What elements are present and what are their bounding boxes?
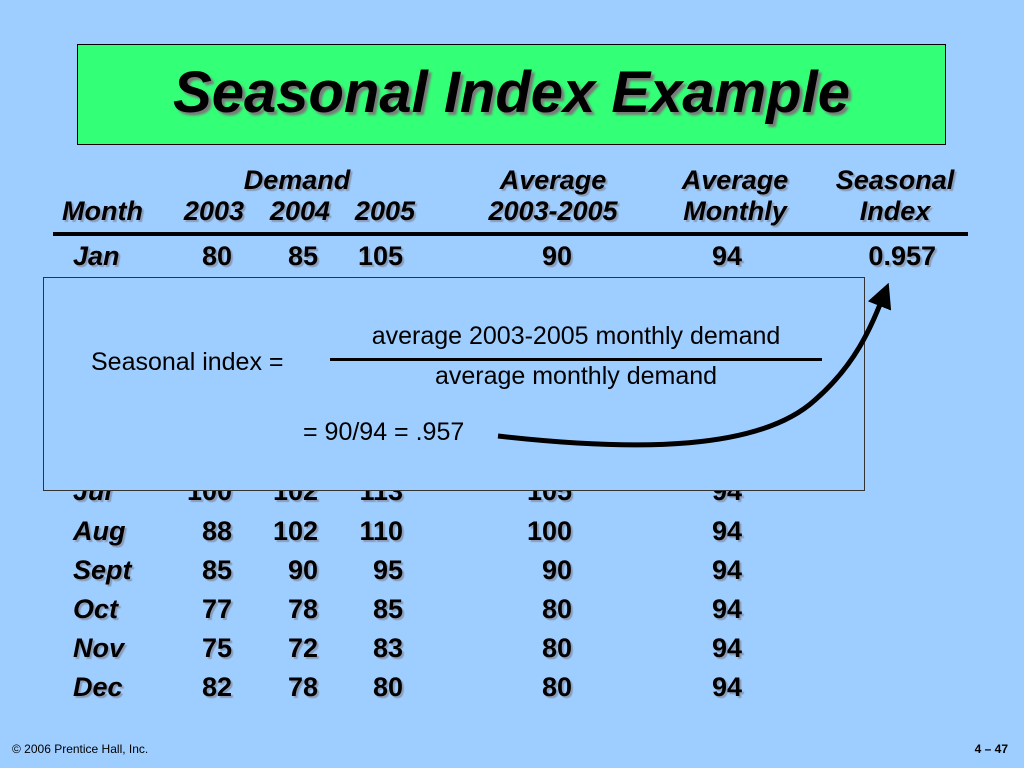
cell-average: 90 [541,241,572,271]
cell-average-monthly: 94 [711,555,742,585]
cell-2004: 102 [272,516,318,546]
cell-average: 80 [541,672,572,702]
cell-seasonal-index: 0.957 [868,241,936,271]
cell-month: Sept [73,555,132,585]
cell-2003: 82 [201,672,232,702]
cell-2005: 110 [359,516,403,546]
cell-2005: 85 [372,594,403,624]
header-average: Average [499,165,607,195]
header-average-monthly-1: Average [681,165,789,195]
cell-average: 90 [541,555,572,585]
cell-2003: 75 [201,633,232,663]
cell-2004: 85 [287,241,318,271]
cell-average-monthly: 94 [711,241,742,271]
cell-2004: 90 [287,555,318,585]
cell-2005: 105 [357,241,403,271]
cell-average: 80 [541,594,572,624]
cell-average-monthly: 94 [711,633,742,663]
formula-numerator: average 2003-2005 monthly demand [371,322,781,350]
cell-2004: 78 [287,594,318,624]
cell-average-monthly: 94 [711,516,742,546]
header-month: Month [62,196,143,226]
cell-month: Oct [73,594,119,624]
formula-label: Seasonal index = [91,348,284,376]
header-demand: Demand [243,165,351,195]
cell-2005: 83 [372,633,403,663]
cell-2004: 78 [287,672,318,702]
cell-average: 80 [541,633,572,663]
header-year-2005: 2005 [354,196,415,226]
header-average-range: 2003-2005 [488,196,618,226]
cell-2003: 80 [201,241,232,271]
slide-title: Seasonal Index Example [173,60,850,125]
cell-average-monthly: 94 [711,594,742,624]
header-year-2003: 2003 [183,196,244,226]
header-year-2004: 2004 [269,196,330,226]
cell-2003: 77 [201,594,232,624]
cell-month: Jan [73,241,120,271]
formula-denominator: average monthly demand [434,362,718,390]
cell-month: Aug [73,516,126,546]
cell-average-monthly: 94 [711,672,742,702]
header-seasonal-index-1: Seasonal [835,165,955,195]
title-box: Seasonal Index Example [77,44,946,145]
header-average-monthly-2: Monthly [683,196,787,226]
cell-month: Dec [73,672,123,702]
cell-2003: 85 [201,555,232,585]
footer-copyright: © 2006 Prentice Hall, Inc. [12,742,149,756]
cell-2005: 95 [372,555,403,585]
cell-average: 100 [526,516,572,546]
cell-2003: 88 [201,516,232,546]
cell-2005: 80 [372,672,403,702]
cell-2004: 72 [287,633,318,663]
header-seasonal-index-2: Index [859,196,931,226]
header-rule [53,232,968,236]
formula-result: = 90/94 = .957 [303,418,465,446]
footer-page-number: 4 – 47 [974,742,1008,756]
cell-month: Nov [73,633,125,663]
